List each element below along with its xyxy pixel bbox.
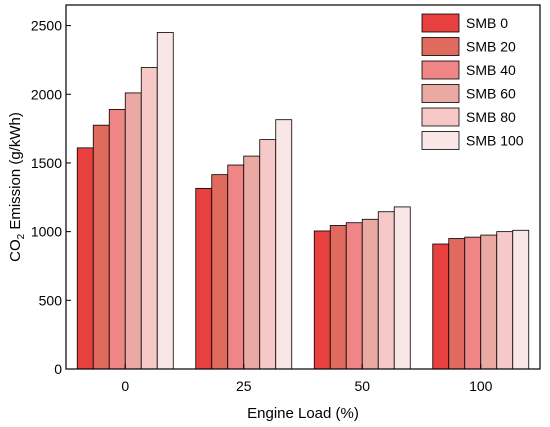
legend-label: SMB 100: [466, 133, 524, 149]
bar-smb-0-load-25: [195, 187, 213, 370]
y-axis-title: CO2 Emission (g/kWh): [7, 112, 27, 262]
y-tick-label: 500: [39, 292, 63, 308]
legend: SMB 0 SMB 20 SMB 40 SMB 60 SMB 80 SMB 100: [421, 13, 524, 150]
bar-smb-100-load-25: [275, 119, 293, 370]
bar-smb-20-load-50: [329, 225, 347, 370]
bar-smb-40-load-0: [108, 108, 126, 370]
bar-smb-60-load-50: [361, 218, 379, 370]
legend-label: SMB 0: [466, 15, 508, 31]
bar-smb-40-load-25: [227, 164, 245, 370]
bar-smb-60-load-25: [243, 155, 261, 370]
legend-label: SMB 40: [466, 62, 516, 78]
bar-smb-40-load-100: [464, 236, 482, 370]
x-axis: 0 25 50 100: [121, 364, 493, 394]
y-axis: 0 500 1000 1500 2000 2500: [31, 18, 71, 377]
bar-smb-40-load-50: [345, 222, 363, 370]
legend-label: SMB 60: [466, 86, 516, 102]
bar-smb-80-load-100: [496, 231, 514, 370]
bar-smb-80-load-50: [377, 211, 395, 370]
y-axis-title-pre: CO: [7, 239, 24, 262]
bar-smb-20-load-100: [448, 238, 466, 370]
legend-swatch: [421, 60, 460, 80]
plot-frame: [65, 4, 541, 370]
legend-label: SMB 80: [466, 109, 516, 125]
bar-smb-0-load-100: [432, 243, 450, 370]
bar-smb-0-load-0: [76, 147, 94, 370]
y-axis-title-post: Emission (g/kWh): [7, 112, 24, 234]
bar-smb-80-load-25: [259, 139, 277, 370]
x-tick-label: 25: [236, 378, 252, 394]
bars-layer: [76, 32, 530, 370]
bar-smb-80-load-0: [140, 67, 158, 370]
bar-smb-20-load-25: [211, 174, 229, 370]
legend-swatch: [421, 107, 460, 127]
legend-swatch: [421, 13, 460, 33]
bar-smb-100-load-0: [156, 32, 174, 370]
bar-smb-0-load-50: [313, 230, 331, 370]
x-axis-title: Engine Load (%): [247, 405, 359, 422]
y-axis-title-sub: 2: [16, 233, 27, 239]
y-tick-label: 1500: [31, 155, 62, 171]
bar-smb-100-load-100: [512, 229, 530, 370]
y-tick-label: 2500: [31, 18, 62, 34]
y-tick-label: 1000: [31, 224, 62, 240]
x-tick-label: 100: [469, 378, 493, 394]
x-tick-label: 0: [121, 378, 129, 394]
legend-swatch: [421, 84, 460, 103]
bar-smb-100-load-50: [393, 206, 411, 370]
bar-smb-60-load-0: [124, 92, 142, 370]
y-tick-label: 2000: [31, 86, 62, 102]
bar-smb-20-load-0: [92, 124, 110, 370]
legend-label: SMB 20: [466, 39, 516, 55]
legend-swatch: [421, 131, 460, 150]
legend-swatch: [421, 37, 460, 56]
bar-smb-60-load-100: [480, 234, 498, 370]
y-tick-label: 0: [54, 361, 62, 377]
x-tick-label: 50: [354, 378, 370, 394]
